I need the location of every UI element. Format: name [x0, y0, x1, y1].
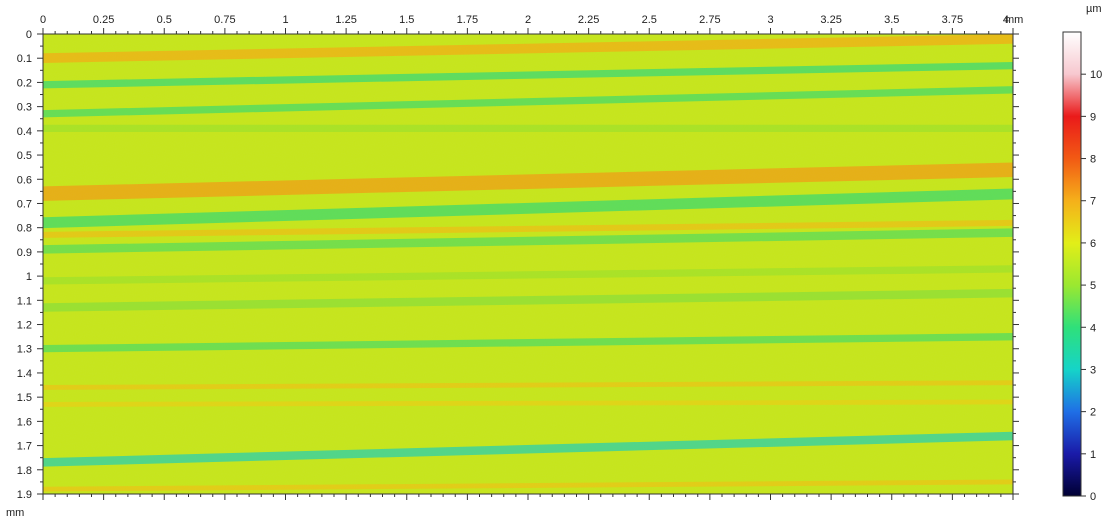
- y-tick-label: 0.8: [17, 223, 32, 235]
- y-tick-label: 0.1: [17, 53, 32, 65]
- y-tick-label: 0.7: [17, 198, 32, 210]
- y-tick-label: 1.6: [17, 416, 32, 428]
- x-axis: 0 0.25 0.5 0.75 1 1.25 1.5 1.75 2 2.25 2.5 2.75 3 3.2…: [40, 14, 1014, 500]
- colorbar-tick-label: 1: [1090, 449, 1096, 461]
- y-axis: 0 0.1 0.2 0.3 0.4 0.5 0.6 0.7 0.8 0.9 1 1.1 1.2 1.3 1.…: [17, 29, 1019, 501]
- colorbar-tick-label: 3: [1090, 364, 1096, 376]
- colorbar-tick-label: 9: [1090, 111, 1096, 123]
- colorbar-tick-label: 8: [1090, 154, 1096, 166]
- x-tick-label: 1.25: [335, 14, 356, 26]
- y-tick-label: 0.4: [17, 126, 32, 138]
- x-tick-label: 0.25: [93, 14, 114, 26]
- y-tick-label: 0.2: [17, 77, 32, 89]
- colorbar-tick-label: 10: [1090, 69, 1102, 81]
- y-tick-label: 1: [26, 271, 32, 283]
- x-tick-label: 1.5: [399, 14, 414, 26]
- colorbar-unit: µm: [1086, 3, 1102, 15]
- y-tick-label: 1.2: [17, 320, 32, 332]
- x-tick-label: 2.25: [578, 14, 599, 26]
- y-tick-label: 0.6: [17, 174, 32, 186]
- colorbar-tick-label: 0: [1090, 491, 1096, 503]
- colorbar-tick-label: 7: [1090, 196, 1096, 208]
- y-tick-label: 0.9: [17, 247, 32, 259]
- plot-area: [43, 34, 1013, 494]
- colorbar-gradient: [1062, 31, 1082, 497]
- y-tick-label: 1.1: [17, 295, 32, 307]
- x-tick-label: 0.75: [214, 14, 235, 26]
- x-tick-label: 2.5: [642, 14, 657, 26]
- x-tick-label: 3.5: [884, 14, 899, 26]
- y-tick-label: 0: [26, 29, 32, 41]
- x-axis-unit: mm: [1005, 14, 1023, 26]
- y-tick-label: 1.8: [17, 465, 32, 477]
- x-tick-label: 2.75: [699, 14, 720, 26]
- x-tick-label: 1.75: [457, 14, 478, 26]
- colorbar-tick-label: 5: [1090, 280, 1096, 292]
- colorbar-ticks: 0 1 2 3 4 5 6 7 8 9 10: [1081, 69, 1102, 503]
- y-axis-unit: mm: [6, 507, 24, 519]
- x-tick-label: 1: [282, 14, 288, 26]
- x-tick-label: 0.5: [157, 14, 172, 26]
- colorbar: µm 0 1 2 3 4 5 6 7 8 9 10: [1062, 3, 1102, 503]
- y-tick-label: 1.3: [17, 344, 32, 356]
- colorbar-tick-label: 4: [1090, 322, 1096, 334]
- x-tick-label: 4: [1003, 14, 1009, 26]
- x-tick-label: 2: [525, 14, 531, 26]
- y-tick-label: 1.4: [17, 368, 32, 380]
- x-tick-label: 3.75: [942, 14, 963, 26]
- y-tick-label: 1.9: [17, 489, 32, 501]
- surface-texture: [43, 34, 1013, 494]
- y-tick-label: 0.5: [17, 150, 32, 162]
- x-tick-label: 0: [40, 14, 46, 26]
- y-tick-label: 0.3: [17, 102, 32, 114]
- x-tick-label: 3: [767, 14, 773, 26]
- x-tick-label: 3.25: [820, 14, 841, 26]
- colorbar-tick-label: 2: [1090, 407, 1096, 419]
- y-tick-label: 1.5: [17, 392, 32, 404]
- colorbar-tick-label: 6: [1090, 238, 1096, 250]
- y-tick-label: 1.7: [17, 441, 32, 453]
